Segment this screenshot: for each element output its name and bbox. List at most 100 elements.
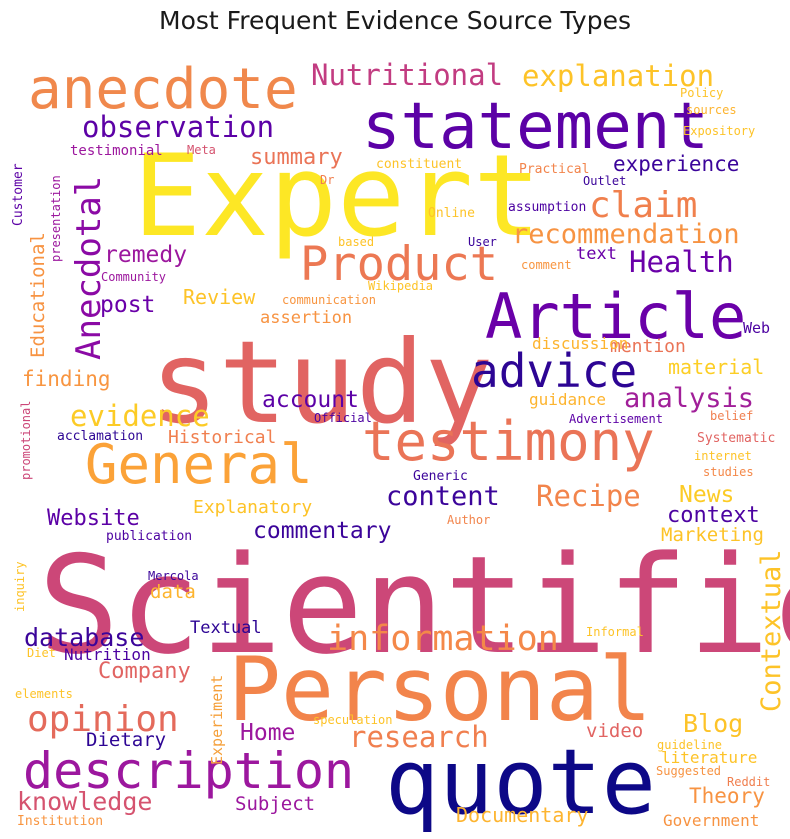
word-expert: Expert [133, 130, 541, 262]
word-inquiry: inquiry [13, 561, 27, 612]
word-presentation: presentation [49, 175, 63, 262]
word-material: material [668, 355, 764, 379]
word-reddit: Reddit [727, 775, 770, 789]
word-guidance: guidance [529, 390, 606, 409]
word-company: Company [98, 659, 191, 684]
word-recipe: Recipe [536, 479, 641, 513]
word-author: Author [447, 513, 490, 527]
word-literature: literature [661, 748, 757, 767]
word-documentary: Documentary [456, 803, 588, 827]
word-information: information [327, 619, 559, 659]
word-database: database [24, 623, 144, 652]
word-practical: Practical [519, 162, 589, 177]
word-analysis: analysis [624, 383, 754, 414]
word-blog: Blog [683, 709, 743, 738]
word-article: Article [485, 280, 746, 353]
word-outlet: Outlet [583, 174, 626, 188]
word-general: General [85, 433, 313, 496]
word-elements: elements [15, 687, 73, 701]
word-commentary: commentary [253, 518, 391, 544]
word-review: Review [183, 285, 256, 309]
word-quote: quote [385, 730, 656, 835]
word-finding: finding [22, 367, 111, 391]
word-assertion: assertion [260, 308, 352, 328]
word-nutritional: Nutritional [311, 58, 503, 92]
word-government: Government [663, 811, 759, 830]
word-diet: Diet [27, 646, 56, 660]
word-internet: internet [694, 449, 752, 463]
word-based: based [338, 235, 374, 249]
word-experience: experience [613, 152, 739, 176]
word-communication: communication [282, 293, 376, 307]
word-testimonial: testimonial [70, 143, 163, 159]
word-account: account [262, 387, 359, 413]
word-news: News [679, 482, 734, 508]
word-personal: Personal [228, 638, 652, 741]
word-mention: mention [610, 336, 686, 357]
word-claim: claim [589, 185, 697, 226]
word-website: Website [47, 506, 140, 531]
word-explanatory: Explanatory [193, 497, 312, 518]
word-generic: Generic [413, 469, 468, 484]
word-acclamation: acclamation [57, 429, 143, 444]
word-community: Community [101, 270, 166, 284]
word-contextual: Contextual [756, 549, 787, 712]
word-speculation: speculation [313, 713, 392, 727]
word-nutrition: Nutrition [64, 645, 151, 664]
word-suggested: Suggested [656, 764, 721, 778]
word-study: study [150, 316, 493, 449]
word-subject: Subject [235, 793, 315, 815]
word-scientific: Scientific [38, 527, 790, 684]
word-wikipedia: Wikipedia [368, 279, 433, 293]
word-description: description [23, 742, 354, 800]
word-video: video [586, 720, 643, 742]
word-evidence: evidence [70, 399, 210, 433]
word-meta: Meta [187, 143, 216, 157]
word-product: Product [300, 237, 498, 292]
word-experiment: Experiment [208, 675, 226, 765]
word-sources: sources [686, 103, 737, 117]
word-educational: Educational [27, 232, 49, 358]
word-remedy: remedy [104, 242, 187, 268]
word-data: data [150, 581, 196, 603]
word-marketing: Marketing [661, 524, 764, 546]
word-dietary: Dietary [86, 729, 166, 751]
word-anecdote: anecdote [28, 57, 298, 122]
word-observation: observation [82, 110, 274, 144]
word-expository: Expository [683, 124, 755, 138]
word-text: text [576, 244, 617, 264]
word-advertisement: Advertisement [569, 412, 663, 426]
word-informal: Informal [586, 625, 644, 639]
word-official: Official [314, 411, 372, 425]
word-knowledge: knowledge [17, 787, 152, 816]
word-assumption: assumption [508, 200, 586, 215]
word-policy: Policy [680, 86, 723, 100]
word-user: User [468, 235, 497, 249]
word-anecdotal: Anecdotal [69, 176, 109, 360]
word-publication: publication [106, 529, 192, 544]
word-statement: statement [362, 90, 709, 164]
word-belief: belief [710, 409, 753, 423]
word-health: Health [629, 245, 734, 279]
word-systematic: Systematic [697, 431, 775, 446]
word-post: post [100, 292, 155, 318]
word-summary: summary [250, 145, 343, 170]
word-customer: Customer [11, 163, 26, 226]
word-opinion: opinion [27, 699, 179, 740]
word-online: Online [428, 206, 475, 221]
word-studies: studies [703, 465, 754, 479]
word-research: research [349, 720, 489, 754]
word-recommendation: recommendation [512, 219, 740, 250]
word-mercola: Mercola [148, 569, 199, 583]
word-institution: Institution [17, 814, 103, 829]
word-context: context [667, 503, 760, 528]
word-content: content [386, 481, 500, 512]
chart-title: Most Frequent Evidence Source Types [159, 6, 631, 35]
word-textual: Textual [190, 618, 262, 638]
word-home: Home [240, 720, 295, 746]
word-testimony: testimony [362, 410, 655, 473]
word-theory: Theory [689, 784, 765, 808]
word-explanation: explanation [522, 59, 714, 93]
word-guideline: guideline [657, 738, 722, 752]
